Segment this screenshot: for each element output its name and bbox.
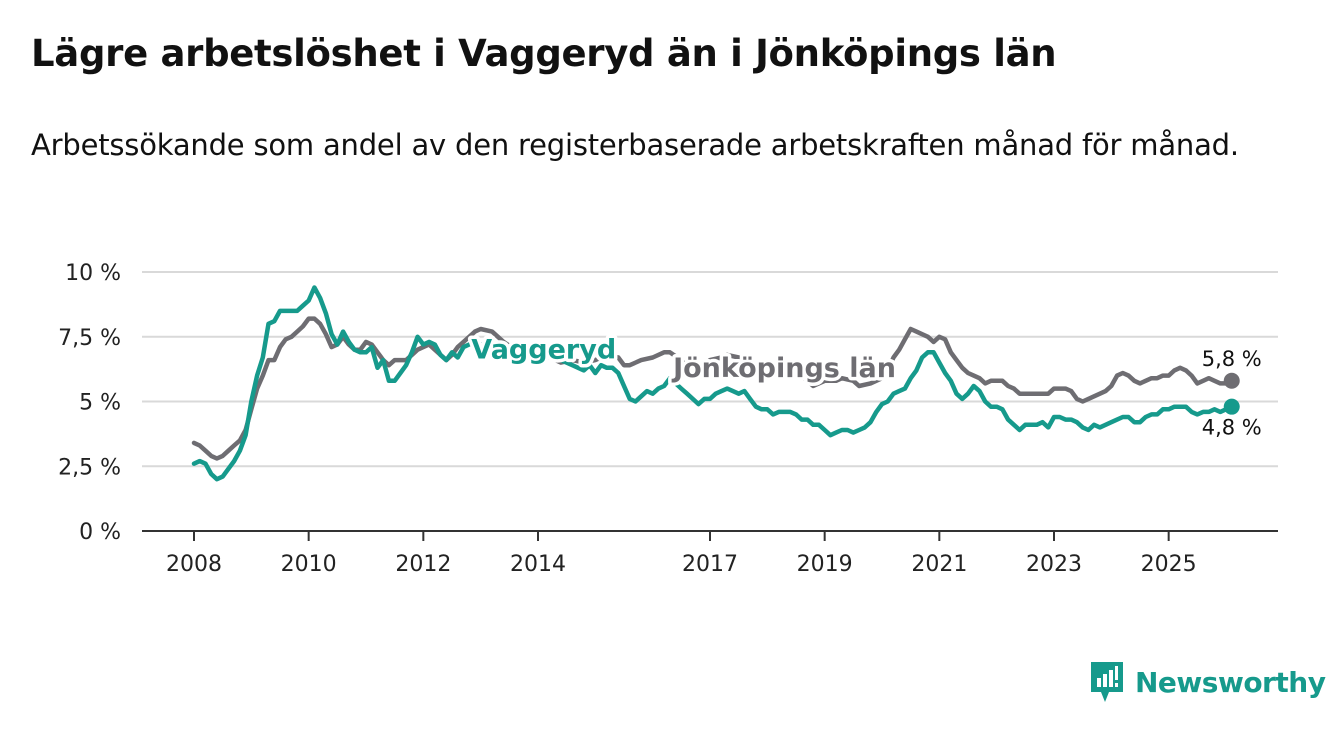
end-point-j-nk-pings-l-n (1223, 372, 1240, 389)
y-tick-label: 10 % (65, 261, 121, 286)
grid-lines (142, 271, 1278, 468)
y-tick-label: 5 % (79, 391, 121, 416)
y-tick-label: 2,5 % (58, 455, 121, 480)
x-tick-label: 2025 (1141, 552, 1197, 577)
series-labels: 5,8 % 4,8 % Vaggeryd Jönköpings län (468, 331, 1262, 440)
end-label-j-nk-pings-l-n: 5,8 % (1202, 347, 1262, 371)
x-tick-label: 2019 (797, 552, 853, 577)
x-tick-label: 2010 (281, 552, 337, 577)
chart-subtitle: Arbetssökande som andel av den registerb… (31, 128, 1239, 162)
x-tick-label: 2014 (510, 552, 566, 577)
x-axis: 2008 2010 2012 2014 2017 2019 2021 2023 2025 (142, 530, 1278, 577)
x-tick-label: 2017 (682, 552, 738, 577)
chart-title: Lägre arbetslöshet i Vaggeryd än i Jönkö… (31, 32, 1057, 75)
x-tick-label: 2021 (911, 552, 967, 577)
series-label-j-nk-pings-l-n: Jönköpings län (671, 353, 896, 384)
newsworthy-brand: Newsworthy (1089, 660, 1326, 704)
x-tick-label: 2008 (166, 552, 222, 577)
x-tick-label: 2012 (395, 552, 451, 577)
series-lines (191, 285, 1240, 482)
end-label-vaggeryd: 4,8 % (1202, 416, 1262, 440)
y-axis-ticks: 0 % 2,5 % 5 % 7,5 % 10 % (58, 261, 121, 545)
y-tick-label: 7,5 % (58, 326, 121, 351)
brand-name: Newsworthy (1135, 665, 1326, 699)
series-label-vaggeryd: Vaggeryd (471, 335, 616, 366)
end-point-vaggeryd (1223, 398, 1240, 415)
series-line-vaggeryd (191, 285, 1234, 482)
y-tick-label: 0 % (79, 520, 121, 545)
x-tick-label: 2023 (1026, 552, 1082, 577)
newsworthy-logo-icon (1091, 662, 1123, 702)
